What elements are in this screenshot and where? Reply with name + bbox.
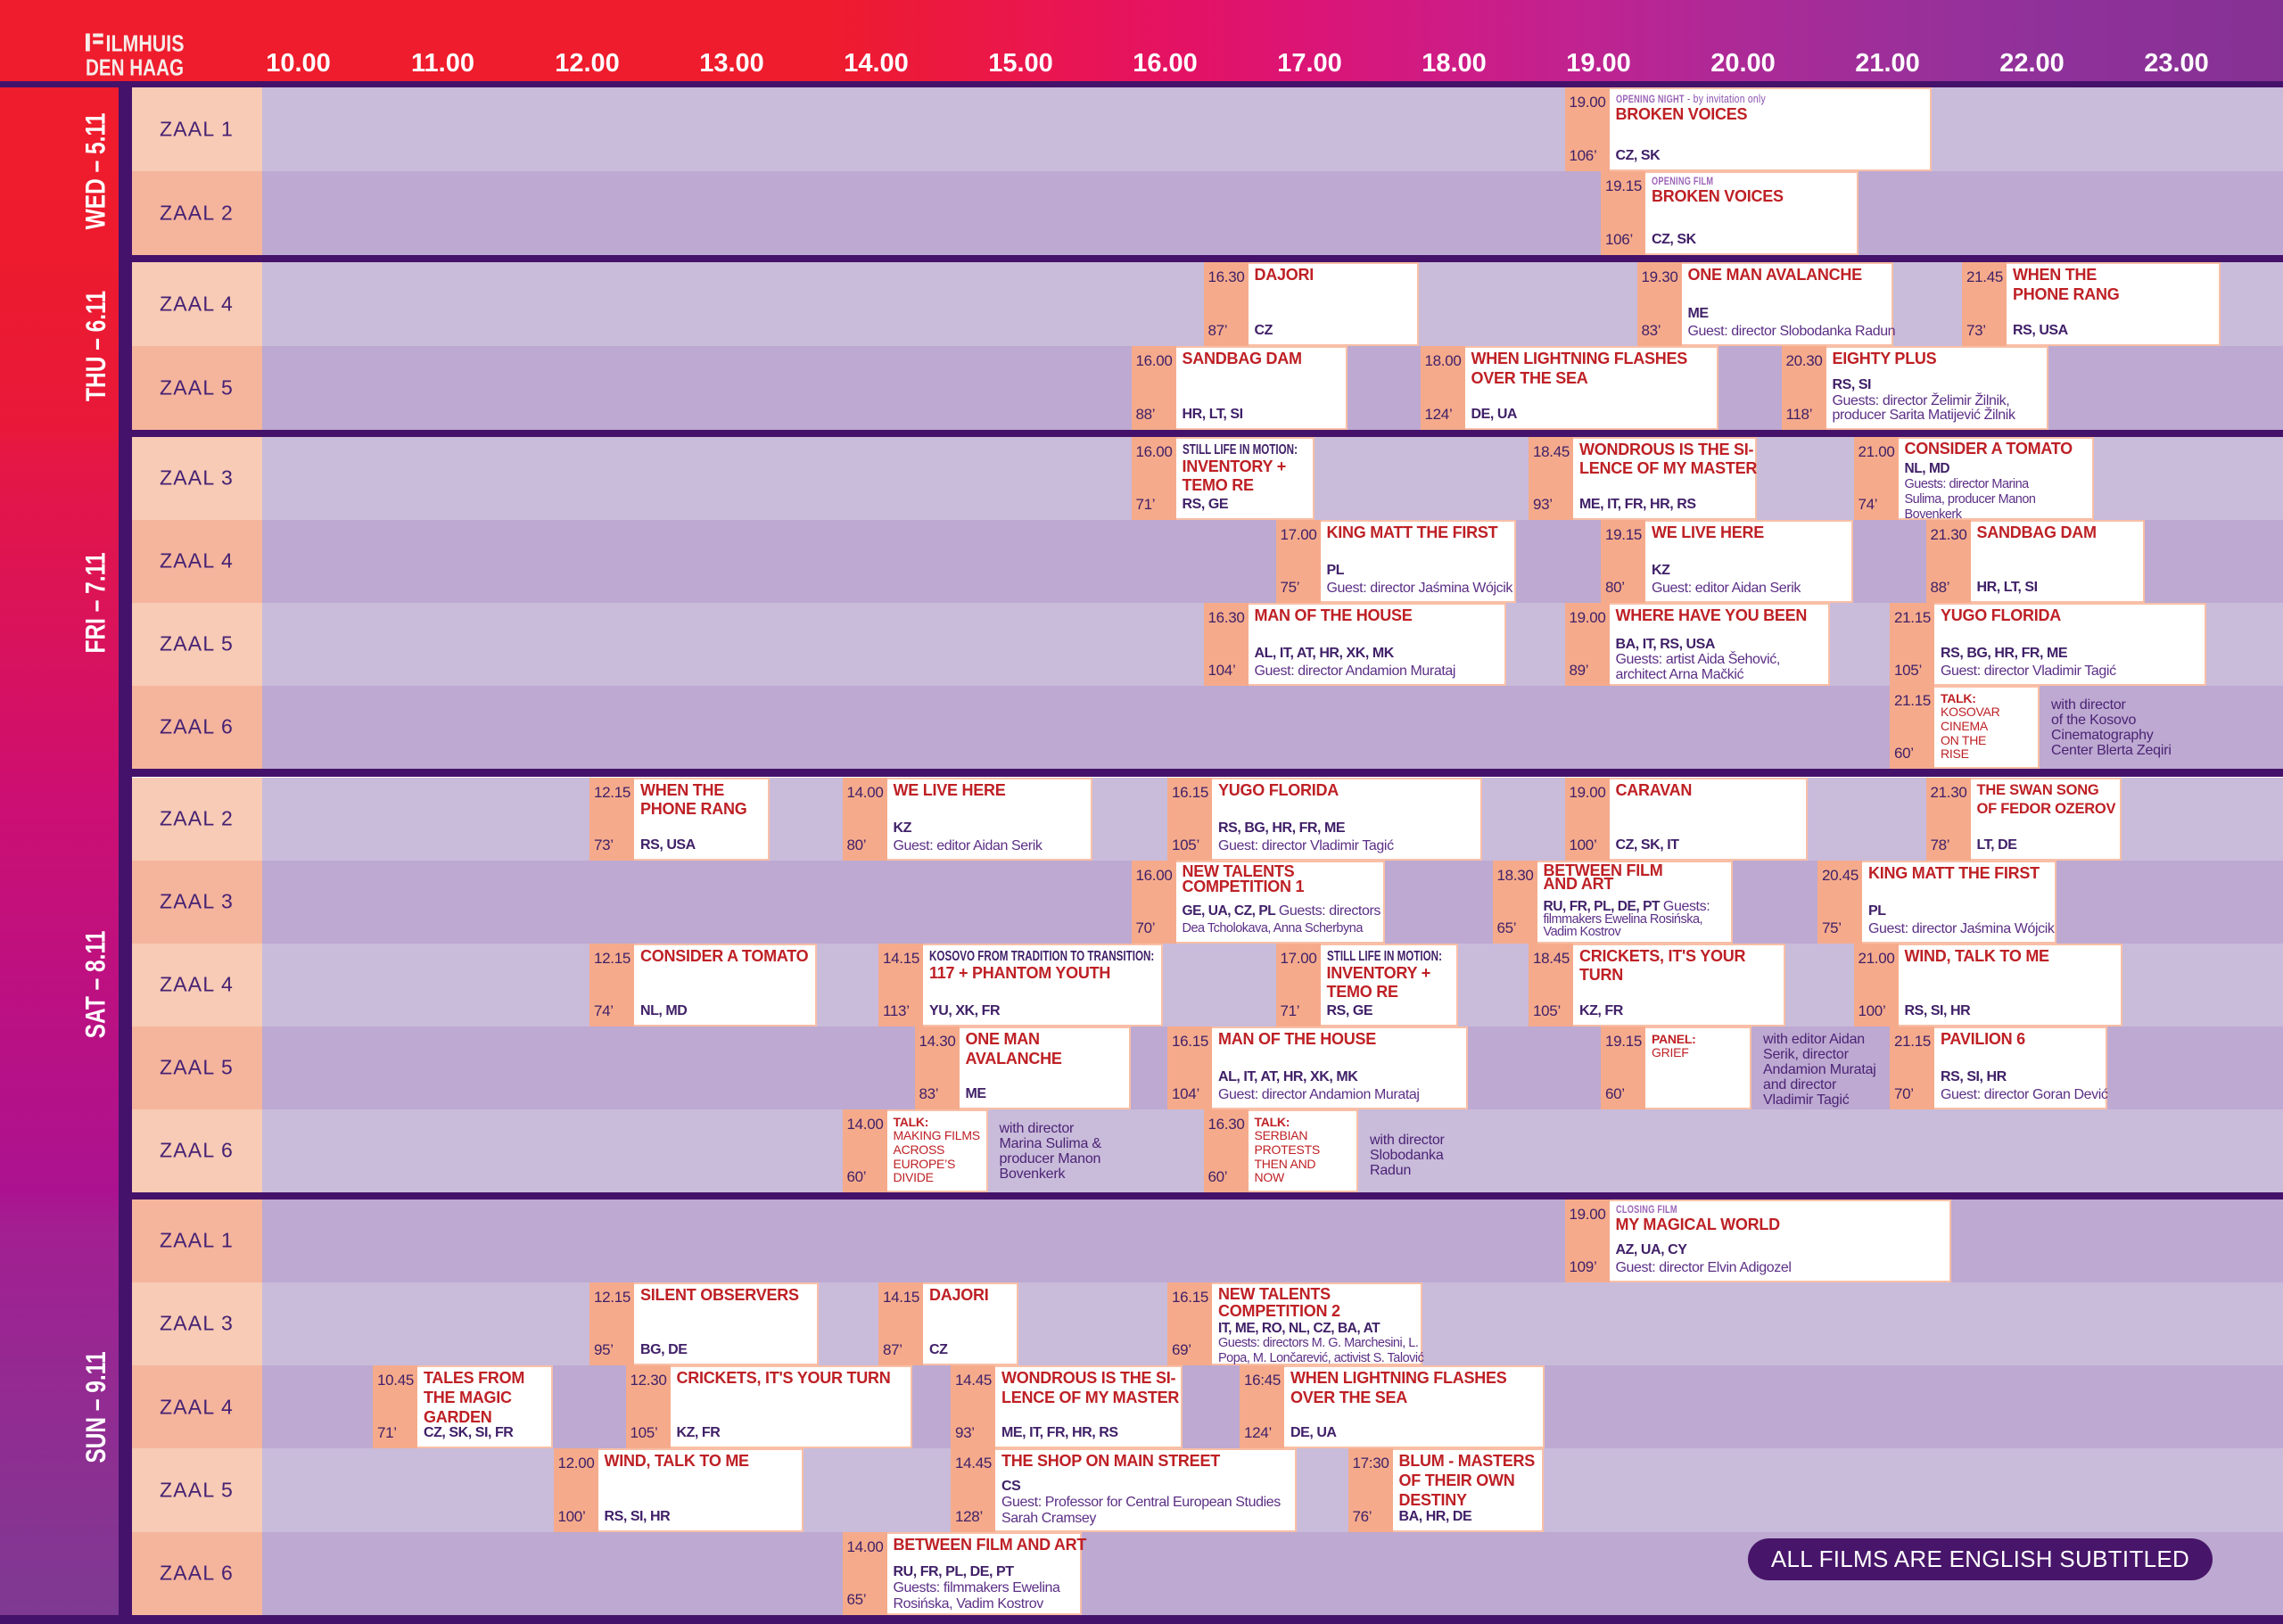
- svg-text:ILMHUIS: ILMHUIS: [106, 32, 185, 57]
- svg-text:DEN HAAG: DEN HAAG: [86, 54, 184, 79]
